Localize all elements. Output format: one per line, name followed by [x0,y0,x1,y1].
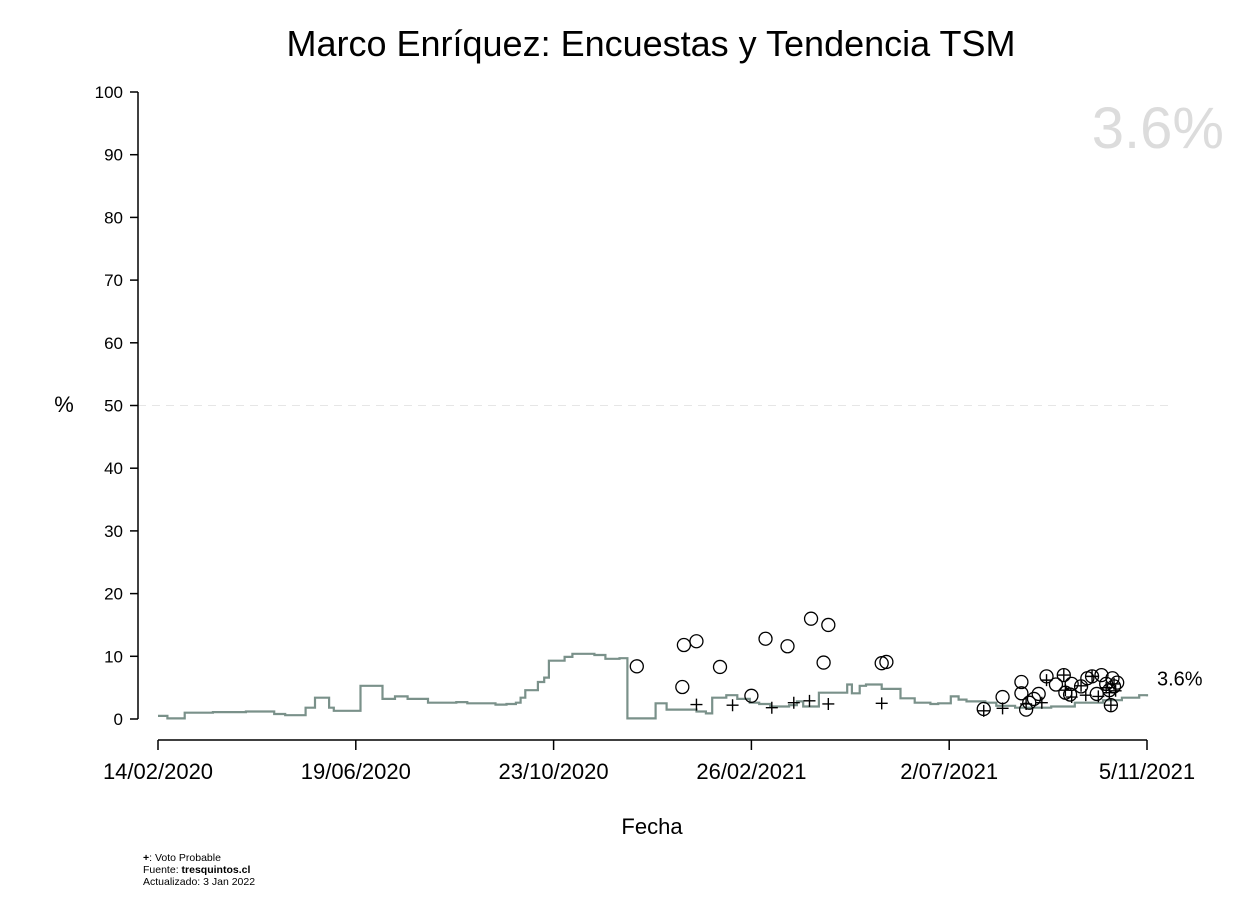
voto-probable-point [1092,690,1105,703]
source-note: Fuente: tresquintos.cl [143,864,255,876]
voto-probable-point [1104,699,1117,712]
poll-point [1103,698,1119,713]
poll-point [1064,676,1079,692]
voto-probable-point [1059,684,1072,697]
poll-point [1105,671,1120,686]
y-tick-label: 90 [104,146,123,165]
y-axis-label: % [54,392,74,417]
source-label: Fuente: [143,864,182,876]
voto-probable-point [1057,669,1070,682]
poll-point [1014,686,1029,701]
voto-probable-point [765,701,778,714]
y-tick-label: 10 [104,647,123,666]
poll-point [1094,667,1109,683]
poll-point [780,639,795,654]
poll-point [1062,687,1078,702]
big-current-value: 3.6% [1092,96,1224,161]
y-tick-label: 40 [104,459,123,478]
poll-point [879,654,894,670]
y-tick-label: 20 [104,585,123,604]
poll-point [803,611,819,626]
poll-point [629,659,644,674]
footnote: +: Voto Probable Fuente: tresquintos.cl … [143,852,255,888]
y-tick-label: 30 [104,522,123,541]
poll-point [1048,677,1064,692]
poll-point [1031,686,1046,702]
updated-note: Actualizado: 3 Jan 2022 [143,876,256,888]
x-axis-label: Fecha [621,814,683,839]
voto-probable-point [1079,689,1092,702]
voto-probable-point [1020,697,1033,710]
voto-probable-point [803,694,816,707]
voto-probable-point [726,699,739,712]
legend-marker: + [143,852,150,864]
y-tick-label: 60 [104,334,123,353]
voto-probable-point [1108,677,1121,690]
poll-point [676,637,692,653]
legend-text: : Voto Probable [149,852,221,864]
y-tick-label: 70 [104,271,123,290]
x-tick-label: 5/11/2021 [1099,759,1195,784]
legend-note: +: Voto Probable [143,852,255,864]
x-tick-label: 26/02/2021 [696,759,806,784]
voto-probable-point [977,704,990,717]
voto-probable-point [1103,686,1116,699]
poll-point [675,679,690,695]
voto-probable-point [1100,681,1113,694]
poll-point [821,617,836,633]
voto-probable-markers-group [690,669,1122,717]
voto-probable-point [1035,696,1048,709]
voto-probable-point [875,697,888,710]
poll-point [1110,675,1125,690]
x-tick-label: 19/06/2020 [301,759,411,784]
poll-point [1022,695,1037,710]
poll-point [1026,691,1042,707]
poll-point [816,655,831,670]
source-link[interactable]: tresquintos.cl [181,864,251,876]
trend-end-label: 3.6% [1157,668,1203,690]
x-tick-label: 2/07/2021 [900,759,998,784]
trend-line [158,652,1149,720]
voto-probable-point [787,696,800,709]
x-tick-label: 14/02/2020 [103,759,213,784]
y-tick-label: 0 [114,710,123,729]
poll-point [712,659,728,675]
poll-point [995,689,1010,705]
poll-point [1014,674,1029,690]
poll-point [689,634,704,649]
voto-probable-point [690,698,703,711]
poll-point [1089,686,1104,702]
voto-probable-point [1086,670,1099,683]
poll-point [744,688,759,703]
voto-probable-point [1109,684,1122,697]
chart-title: Marco Enríquez: Encuestas y Tendencia TS… [286,23,1015,64]
voto-probable-point [822,697,835,710]
poll-point [758,631,773,646]
axes-group: 0 10 20 30 40 50 60 70 80 90 100 14/02/2020 19/06/20… [95,83,1196,784]
voto-probable-point [1065,691,1078,704]
trend-group [158,652,1149,720]
poll-point [874,656,889,671]
poll-point [1056,667,1071,683]
y-tick-label: 80 [104,208,123,227]
y-tick-label: 100 [95,83,123,102]
voto-probable-point [996,702,1009,715]
voto-probable-point [1075,679,1088,692]
y-tick-label: 50 [104,397,123,416]
voto-probable-point [1040,674,1053,687]
x-tick-label: 23/10/2020 [499,759,609,784]
poll-point [1084,669,1100,684]
poll-markers-group [629,611,1125,717]
